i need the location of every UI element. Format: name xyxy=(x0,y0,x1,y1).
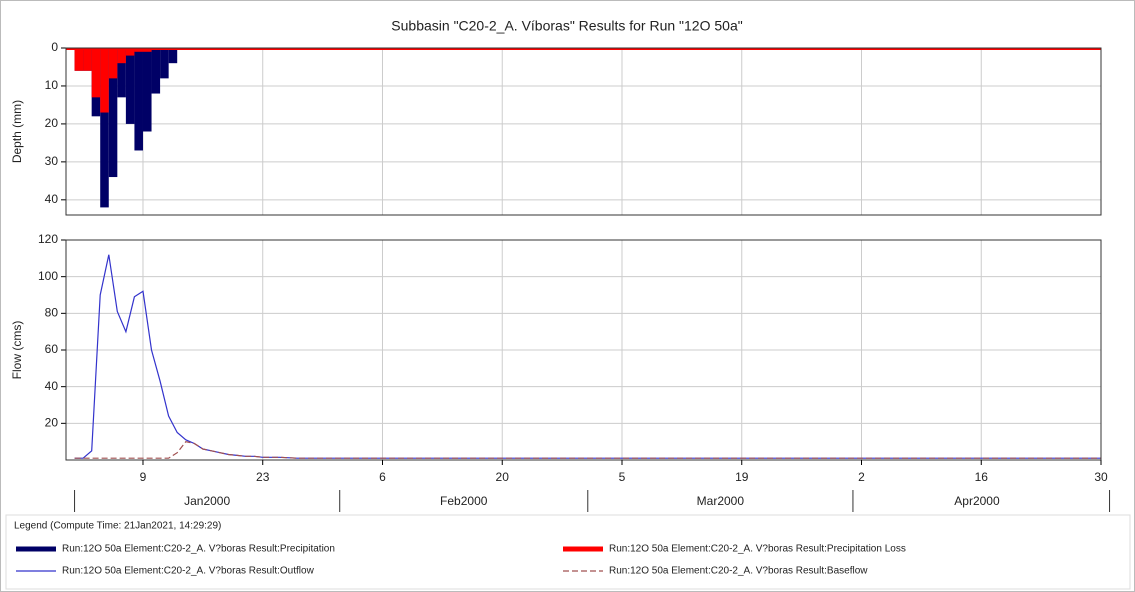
bar xyxy=(108,48,118,178)
x-tick-label: 30 xyxy=(1094,470,1108,484)
month-label: Mar2000 xyxy=(697,494,745,508)
bar xyxy=(91,48,101,98)
x-tick-label: 5 xyxy=(619,470,626,484)
bar xyxy=(168,48,178,64)
bar xyxy=(108,48,118,79)
month-label: Feb2000 xyxy=(440,494,488,508)
bar xyxy=(100,48,109,208)
bar xyxy=(160,48,169,79)
y-tick-label: 20 xyxy=(45,416,59,430)
bar xyxy=(74,48,84,71)
chart-title: Subbasin "C20-2_A. Víboras" Results for … xyxy=(391,18,742,34)
y-tick-label: 10 xyxy=(45,78,59,92)
bar xyxy=(117,48,126,64)
bar xyxy=(142,48,152,132)
y-tick-label: 60 xyxy=(45,342,59,356)
bar xyxy=(134,48,143,151)
y-tick-label: 30 xyxy=(45,154,59,168)
legend-label: Run:12O 50a Element:C20-2_A. V?boras Res… xyxy=(62,566,315,577)
line xyxy=(74,441,1101,459)
y-tick-label: 100 xyxy=(38,269,58,283)
legend-label: Run:12O 50a Element:C20-2_A. V?boras Res… xyxy=(609,544,906,555)
bar xyxy=(125,48,135,124)
x-tick-label: 6 xyxy=(379,470,386,484)
legend-label: Run:12O 50a Element:C20-2_A. V?boras Res… xyxy=(62,544,335,555)
plot-area xyxy=(66,48,1101,215)
month-label: Apr2000 xyxy=(954,494,1000,508)
bar xyxy=(83,48,92,71)
x-tick-label: 9 xyxy=(140,470,147,484)
y-tick-label: 40 xyxy=(45,379,59,393)
x-tick-label: 20 xyxy=(496,470,510,484)
bar xyxy=(125,48,135,56)
legend-title: Legend (Compute Time: 21Jan2021, 14:29:2… xyxy=(14,521,221,532)
bar xyxy=(151,48,161,94)
y-tick-label: 80 xyxy=(45,306,59,320)
bar xyxy=(117,48,126,98)
month-label: Jan2000 xyxy=(184,494,230,508)
legend-label: Run:12O 50a Element:C20-2_A. V?boras Res… xyxy=(609,566,868,577)
plot-frame xyxy=(65,239,1102,461)
y-tick-label: 20 xyxy=(45,116,59,130)
x-tick-label: 2 xyxy=(858,470,865,484)
y-tick-label: 0 xyxy=(51,40,58,54)
plot-frame xyxy=(65,47,1102,216)
y-tick-label: 120 xyxy=(38,232,58,246)
legend-box xyxy=(5,514,1131,590)
bar xyxy=(100,48,109,113)
y-axis-title: Depth (mm) xyxy=(10,100,24,163)
x-tick-label: 23 xyxy=(256,470,270,484)
x-tick-label: 16 xyxy=(975,470,989,484)
y-axis-title: Flow (cms) xyxy=(10,321,24,380)
line xyxy=(74,254,1101,459)
y-tick-label: 40 xyxy=(45,192,59,206)
x-tick-label: 19 xyxy=(735,470,749,484)
